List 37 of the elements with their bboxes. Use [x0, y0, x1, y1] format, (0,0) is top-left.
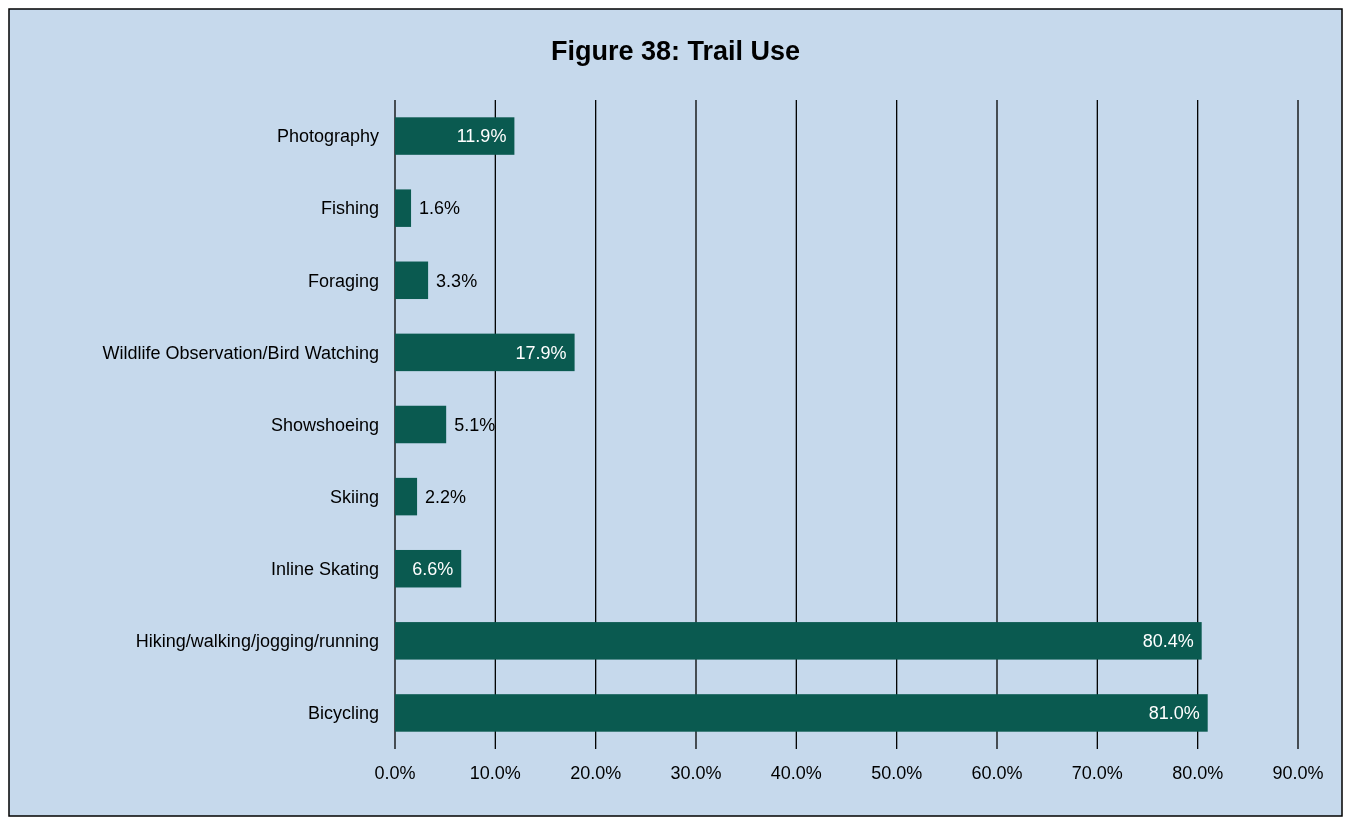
bar	[395, 405, 447, 444]
y-tick-label: Foraging	[307, 270, 379, 291]
data-label: 2.2%	[425, 486, 467, 507]
y-tick-label: Hiking/walking/jogging/running	[135, 631, 379, 652]
x-tick-label: 90.0%	[1272, 763, 1324, 783]
x-tick-label: 30.0%	[670, 763, 722, 783]
x-tick-label: 70.0%	[1071, 763, 1123, 783]
data-label: 6.6%	[412, 559, 454, 580]
data-label: 5.1%	[454, 414, 496, 435]
data-label: 81.0%	[1148, 703, 1200, 724]
x-tick-label: 40.0%	[770, 763, 822, 783]
bar	[395, 117, 515, 155]
bar	[395, 261, 429, 300]
data-label: 17.9%	[515, 342, 567, 363]
y-tick-label: Fishing	[320, 198, 379, 219]
x-tick-label: 10.0%	[469, 763, 521, 783]
bar	[395, 694, 1208, 732]
y-tick-label: Skiing	[329, 486, 379, 507]
data-label: 1.6%	[419, 198, 461, 219]
bar	[395, 622, 1202, 660]
y-tick-label: Photography	[276, 126, 379, 147]
x-tick-label: 80.0%	[1172, 763, 1224, 783]
data-label: 80.4%	[1142, 631, 1194, 652]
chart-title: Figure 38: Trail Use	[550, 36, 801, 66]
x-tick-label: 50.0%	[871, 763, 923, 783]
x-tick-label: 60.0%	[971, 763, 1023, 783]
data-label: 3.3%	[436, 270, 478, 291]
y-tick-label: Bicycling	[307, 703, 379, 724]
x-tick-label: 20.0%	[570, 763, 622, 783]
y-tick-label: Inline Skating	[270, 559, 379, 580]
x-tick-label: 0.0%	[374, 763, 416, 783]
bar	[395, 477, 418, 516]
bar	[395, 189, 412, 227]
y-tick-label: Showshoeing	[270, 414, 379, 435]
data-label: 11.9%	[456, 126, 507, 147]
y-tick-label: Wildlife Observation/Bird Watching	[102, 342, 379, 363]
bar	[395, 333, 575, 372]
